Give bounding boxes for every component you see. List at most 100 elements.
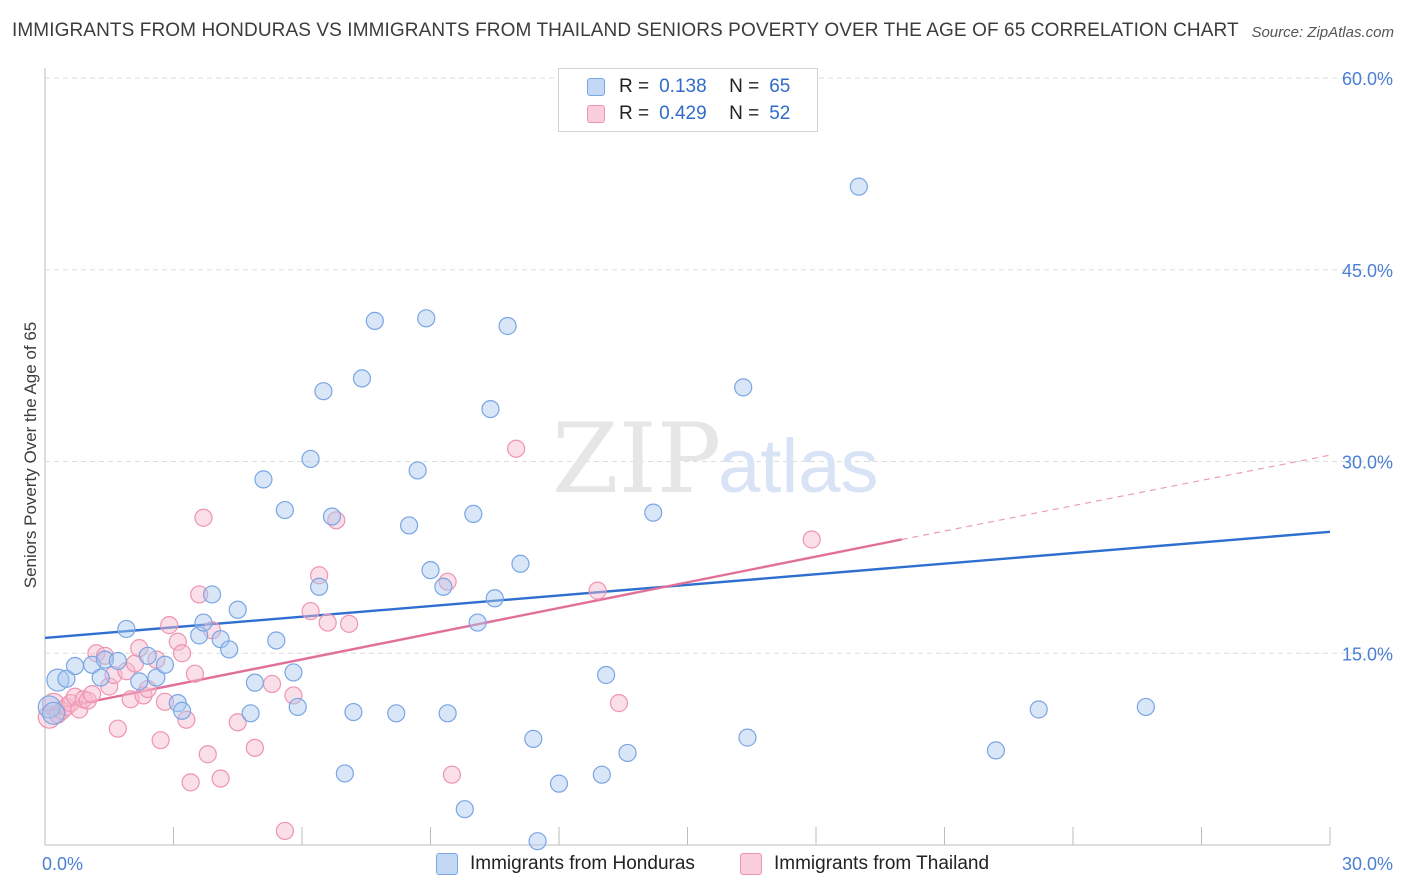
thailand-point xyxy=(245,738,264,757)
thailand-point xyxy=(198,745,217,764)
thailand-point xyxy=(151,731,170,750)
thailand-point xyxy=(108,719,127,738)
thailand-swatch xyxy=(587,105,605,123)
thailand-point xyxy=(275,821,294,841)
honduras-point xyxy=(310,577,329,596)
watermark-atlas: atlas xyxy=(718,424,879,509)
honduras-point xyxy=(481,399,500,419)
honduras-point xyxy=(644,503,663,522)
honduras-n-value: 65 xyxy=(769,76,791,97)
axes xyxy=(44,68,1331,846)
legend-row-thailand: R = 0.429 N = 52 xyxy=(587,102,790,126)
honduras-point xyxy=(524,729,543,748)
thailand-point xyxy=(301,601,320,621)
y-tick-label-45: 45.0% xyxy=(1342,261,1393,281)
honduras-trend-line xyxy=(44,530,1331,640)
thailand-point xyxy=(609,694,629,713)
gridlines xyxy=(45,77,1392,654)
honduras-point xyxy=(220,640,239,659)
honduras-point xyxy=(434,577,453,596)
correlation-legend: R = 0.138 N = 65 R = 0.429 N = 52 xyxy=(558,68,818,132)
thailand-point xyxy=(284,686,303,705)
y-tick-label-15: 15.0% xyxy=(1342,644,1393,664)
honduras-point xyxy=(314,382,333,401)
thailand-point xyxy=(177,710,196,729)
honduras-point xyxy=(592,765,611,784)
honduras-point xyxy=(1136,697,1155,717)
honduras-point xyxy=(57,669,76,688)
honduras-r-value: 0.138 xyxy=(659,76,707,97)
honduras-point xyxy=(549,774,569,793)
honduras-point xyxy=(155,655,175,674)
honduras-point xyxy=(108,651,127,671)
honduras-point xyxy=(485,589,504,608)
honduras-point xyxy=(91,668,110,687)
honduras-point xyxy=(618,743,637,763)
chart-title: IMMIGRANTS FROM HONDURAS VS IMMIGRANTS F… xyxy=(12,20,1239,41)
honduras-point xyxy=(344,702,363,722)
honduras-point xyxy=(117,619,136,639)
thailand-point xyxy=(442,765,462,784)
honduras-point xyxy=(417,309,436,328)
thailand-point xyxy=(588,581,607,600)
honduras-point xyxy=(421,561,440,580)
bottom-thailand-swatch xyxy=(740,853,762,875)
honduras-r-label: R = xyxy=(619,76,650,97)
honduras-point xyxy=(498,316,517,336)
honduras-point xyxy=(130,672,149,691)
honduras-point xyxy=(986,741,1006,760)
honduras-point xyxy=(738,728,757,747)
honduras-point xyxy=(245,673,264,692)
honduras-point xyxy=(147,668,166,687)
honduras-point xyxy=(408,461,427,480)
thailand-trend-extension xyxy=(901,454,1331,541)
honduras-point xyxy=(138,646,157,665)
honduras-n-label: N = xyxy=(729,76,760,97)
honduras-point xyxy=(597,665,616,685)
honduras-point xyxy=(399,516,419,535)
honduras-point xyxy=(734,378,753,397)
honduras-point xyxy=(202,585,222,604)
thailand-point xyxy=(185,664,205,683)
y-tick-label-30: 30.0% xyxy=(1342,453,1393,473)
bottom-legend-honduras: Immigrants from Honduras xyxy=(436,852,695,876)
thailand-point xyxy=(190,585,209,604)
honduras-point xyxy=(228,600,247,619)
thailand-point xyxy=(181,773,200,792)
honduras-point xyxy=(288,697,307,717)
honduras-point xyxy=(284,663,303,682)
watermark: ZIP atlas xyxy=(552,403,879,515)
watermark-zip: ZIP xyxy=(552,403,721,515)
thailand-point xyxy=(340,614,359,633)
bottom-thailand-label: Immigrants from Thailand xyxy=(774,853,990,874)
honduras-point xyxy=(335,764,354,783)
thailand-point xyxy=(194,508,213,527)
honduras-point xyxy=(267,631,286,650)
legend-row-honduras: R = 0.138 N = 65 xyxy=(587,75,790,99)
thailand-point xyxy=(83,685,102,704)
honduras-point xyxy=(194,613,213,632)
honduras-point xyxy=(438,704,457,723)
thailand-point xyxy=(262,674,282,694)
honduras-point xyxy=(65,656,85,676)
honduras-point xyxy=(41,701,66,725)
honduras-point xyxy=(528,832,547,851)
honduras-point xyxy=(241,704,260,723)
x-tick-label-min: 0.0% xyxy=(42,854,83,874)
x-tick-label-max: 30.0% xyxy=(1342,854,1393,874)
honduras-point xyxy=(511,554,530,573)
honduras-point xyxy=(464,504,483,524)
honduras-points xyxy=(37,103,1155,851)
y-tick-label-60: 60.0% xyxy=(1342,69,1393,89)
honduras-point xyxy=(849,177,868,196)
bottom-honduras-swatch xyxy=(436,853,458,875)
bottom-legend-thailand: Immigrants from Thailand xyxy=(740,852,989,876)
thailand-point xyxy=(228,713,247,732)
thailand-point xyxy=(168,632,187,651)
thailand-point xyxy=(802,530,821,549)
honduras-point xyxy=(1029,700,1048,719)
honduras-point xyxy=(254,470,273,489)
bottom-honduras-label: Immigrants from Honduras xyxy=(470,853,695,874)
thailand-point xyxy=(147,650,166,669)
